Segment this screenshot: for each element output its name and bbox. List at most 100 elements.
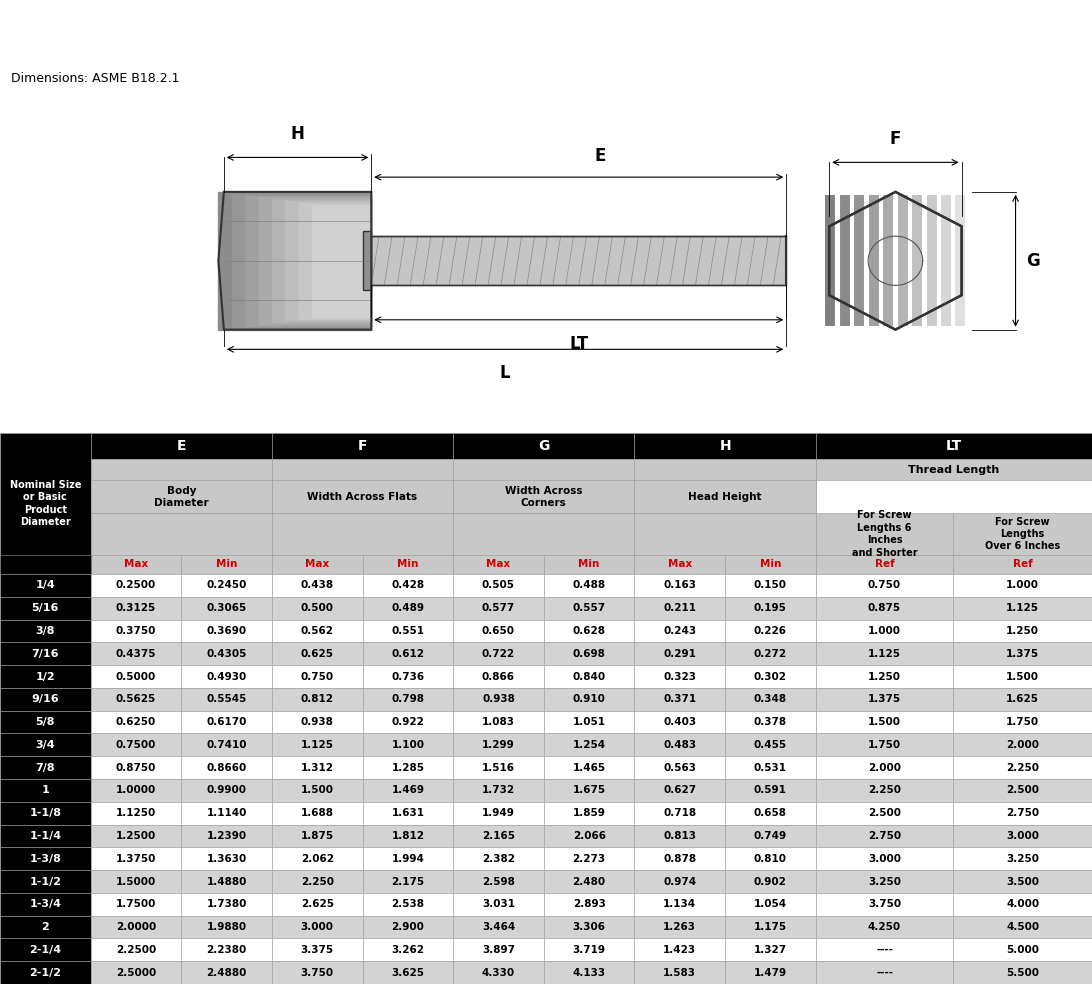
Bar (725, 620, 816, 643)
Bar (725, 961, 816, 984)
Text: 1.054: 1.054 (753, 899, 787, 909)
Text: 0.438: 0.438 (300, 581, 334, 590)
Bar (544, 597, 634, 620)
Text: 0.7500: 0.7500 (116, 740, 156, 750)
Bar (363, 665, 453, 688)
Text: 1.250: 1.250 (1006, 626, 1040, 636)
Text: 0.627: 0.627 (663, 785, 697, 795)
Bar (725, 802, 816, 825)
Polygon shape (285, 201, 371, 321)
Bar (272, 892, 363, 916)
Bar (816, 779, 953, 802)
Bar (634, 620, 725, 643)
Text: 0.557: 0.557 (572, 603, 606, 613)
Text: 0.3750: 0.3750 (116, 626, 156, 636)
Bar (0, 597, 91, 620)
Bar (544, 574, 634, 597)
Text: 0.211: 0.211 (663, 603, 697, 613)
Bar (453, 710, 544, 733)
Text: 0.531: 0.531 (753, 763, 787, 772)
Text: 3.375: 3.375 (300, 945, 334, 954)
Text: 2.750: 2.750 (868, 830, 901, 841)
Text: 3.719: 3.719 (572, 945, 606, 954)
Text: ----: ---- (876, 945, 893, 954)
Text: 2.250: 2.250 (868, 785, 901, 795)
Bar (816, 555, 953, 574)
Bar (953, 514, 1092, 555)
Bar (816, 643, 953, 665)
Bar (725, 916, 816, 939)
Text: 2.750: 2.750 (1006, 808, 1040, 818)
Bar (725, 939, 816, 961)
Bar (363, 916, 453, 939)
Text: 1.0000: 1.0000 (116, 785, 156, 795)
Text: 0.4305: 0.4305 (206, 648, 247, 658)
Bar (544, 802, 634, 825)
Bar (272, 757, 363, 779)
Text: 0.5545: 0.5545 (206, 695, 247, 705)
Bar (725, 710, 816, 733)
Text: 5/8: 5/8 (36, 717, 55, 727)
Text: G: G (1026, 252, 1041, 270)
Text: 2.273: 2.273 (572, 854, 606, 864)
Bar (0, 643, 91, 665)
Bar (634, 460, 816, 514)
Bar (363, 961, 453, 984)
Bar (816, 916, 953, 939)
Text: 0.4375: 0.4375 (116, 648, 156, 658)
Text: 0.612: 0.612 (391, 648, 425, 658)
Bar (363, 757, 453, 779)
Text: 2.480: 2.480 (572, 877, 606, 887)
Text: 0.591: 0.591 (753, 785, 787, 795)
Text: 3.000: 3.000 (1006, 830, 1040, 841)
Bar (363, 779, 453, 802)
Bar (181, 597, 272, 620)
Text: 0.9900: 0.9900 (206, 785, 247, 795)
Bar (181, 555, 272, 574)
Text: 0.562: 0.562 (300, 626, 334, 636)
Bar (953, 779, 1092, 802)
Text: Thread Length: Thread Length (909, 464, 999, 475)
Bar (272, 688, 363, 710)
Text: 2: 2 (41, 922, 49, 932)
Text: 1.7380: 1.7380 (206, 899, 247, 909)
Bar (453, 939, 544, 961)
Bar (91, 574, 181, 597)
Bar (272, 710, 363, 733)
Bar (181, 961, 272, 984)
Polygon shape (218, 192, 371, 330)
Text: 1.750: 1.750 (868, 740, 901, 750)
Text: 0.718: 0.718 (663, 808, 697, 818)
Bar (0, 892, 91, 916)
Bar (272, 597, 363, 620)
Text: Imperial UNC/ UNF Hexagon Bolt: Imperial UNC/ UNF Hexagon Bolt (420, 28, 672, 42)
Text: Max: Max (123, 559, 149, 570)
Bar (0, 688, 91, 710)
Bar (816, 688, 953, 710)
Bar (272, 480, 453, 514)
Bar (816, 892, 953, 916)
Text: 1.250: 1.250 (868, 671, 901, 682)
Text: 4.133: 4.133 (572, 967, 606, 978)
Text: 1.125: 1.125 (300, 740, 334, 750)
Bar (634, 514, 816, 555)
Bar (181, 916, 272, 939)
Text: 2-1/4: 2-1/4 (29, 945, 61, 954)
Bar (544, 665, 634, 688)
Text: 1.1140: 1.1140 (206, 808, 247, 818)
Text: H: H (290, 125, 305, 143)
Bar (0, 916, 91, 939)
Text: G: G (538, 439, 549, 454)
Bar (91, 779, 181, 802)
Text: PRODUCT DATA SHEET: PRODUCT DATA SHEET (450, 48, 642, 63)
Text: 3.306: 3.306 (572, 922, 606, 932)
Bar (634, 961, 725, 984)
Text: 2.900: 2.900 (391, 922, 425, 932)
Bar (363, 231, 371, 290)
Text: 0.7410: 0.7410 (206, 740, 247, 750)
Text: 0.6250: 0.6250 (116, 717, 156, 727)
Text: 1.3750: 1.3750 (116, 854, 156, 864)
Bar (181, 847, 272, 870)
Bar (181, 802, 272, 825)
Bar (272, 916, 363, 939)
